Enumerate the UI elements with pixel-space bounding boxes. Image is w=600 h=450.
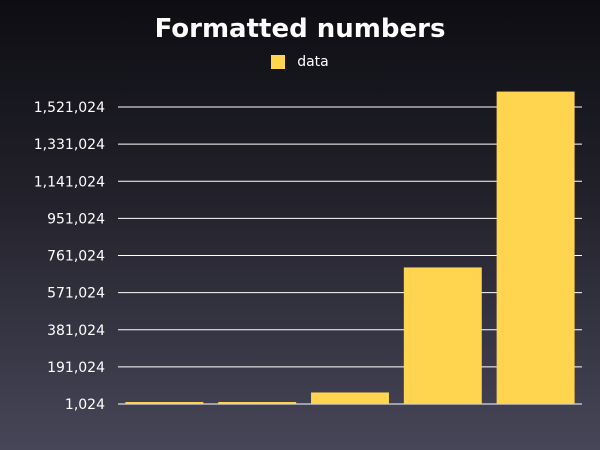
bar: [311, 392, 389, 404]
chart-title: Formatted numbers: [154, 14, 446, 44]
bar: [125, 402, 204, 404]
y-tick-label: 571,024: [47, 286, 105, 302]
legend-label: data: [297, 54, 329, 70]
bar: [218, 402, 297, 404]
y-tick-label: 381,024: [47, 323, 105, 339]
y-tick-label: 1,331,024: [34, 137, 105, 153]
y-tick-label: 191,024: [47, 360, 105, 376]
bar: [403, 267, 482, 404]
y-tick-label: 1,521,024: [34, 100, 105, 116]
y-tick-label: 1,141,024: [34, 174, 105, 190]
y-tick-label: 1,024: [65, 397, 105, 413]
legend-swatch: [271, 55, 286, 69]
y-tick-label: 761,024: [47, 249, 105, 265]
bar: [496, 91, 575, 404]
y-tick-label: 951,024: [47, 211, 105, 227]
legend: data: [0, 54, 600, 70]
